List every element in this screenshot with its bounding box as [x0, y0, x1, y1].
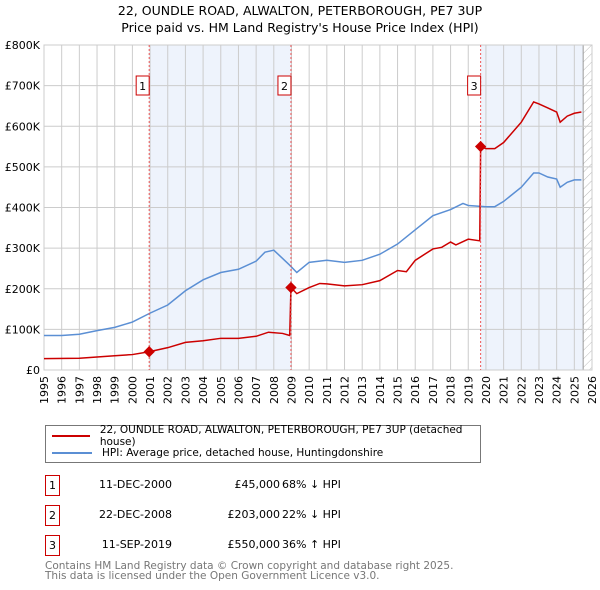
sale-point [143, 346, 155, 358]
x-tick-label: 2023 [533, 376, 546, 404]
sale-row: 2 22-DEC-2008 £203,000 22% ↓ HPI [45, 505, 545, 526]
x-tick-label: 2016 [409, 376, 422, 404]
x-tick-label: 2003 [179, 376, 192, 404]
sale-price: £45,000 [234, 478, 281, 491]
legend-item-property: 22, OUNDLE ROAD, ALWALTON, PETERBOROUGH,… [46, 424, 480, 448]
x-tick-label: 2001 [144, 376, 157, 404]
blue-line-swatch [52, 452, 92, 454]
chart-subtitle: Price paid vs. HM Land Registry's House … [121, 20, 479, 35]
series-line [44, 172, 582, 337]
sale-badge: 2 [45, 505, 60, 526]
x-tick-label: 2011 [321, 376, 334, 404]
footer-line: This data is licensed under the Open Gov… [45, 570, 380, 582]
legend: 22, OUNDLE ROAD, ALWALTON, PETERBOROUGH,… [45, 424, 481, 463]
footer: Contains HM Land Registry data © Crown c… [45, 560, 454, 582]
y-tick-label: £800K [5, 39, 41, 52]
x-tick-label: 2006 [232, 376, 245, 404]
x-tick-label: 2020 [480, 376, 493, 404]
sale-date: 11-SEP-2019 [101, 538, 172, 551]
chart-title: 22, OUNDLE ROAD, ALWALTON, PETERBOROUGH,… [117, 3, 483, 18]
x-tick-label: 2009 [285, 376, 298, 404]
sale-row: 3 11-SEP-2019 £550,000 36% ↑ HPI [45, 535, 545, 556]
footer-line: Contains HM Land Registry data © Crown c… [45, 560, 454, 572]
sale-price: £550,000 [227, 538, 281, 551]
sale-row: 1 11-DEC-2000 £45,000 68% ↓ HPI [45, 475, 545, 496]
x-tick-label: 1995 [38, 376, 51, 404]
x-tick-label: 1999 [109, 376, 122, 404]
y-tick-label: £0 [26, 364, 40, 377]
x-tick-label: 2007 [250, 376, 263, 404]
legend-item-hpi: HPI: Average price, detached house, Hunt… [46, 445, 383, 461]
y-tick-label: £600K [5, 120, 41, 133]
y-tick-label: £500K [5, 161, 41, 174]
sale-badge-label: 2 [281, 80, 288, 93]
y-tick-label: £400K [5, 202, 41, 215]
sale-point [285, 281, 297, 294]
x-tick-label: 2026 [586, 376, 599, 404]
x-tick-label: 2019 [462, 376, 475, 404]
x-tick-label: 2010 [303, 376, 316, 404]
sale-badge [277, 75, 292, 96]
x-tick-label: 2022 [515, 376, 528, 404]
x-tick-label: 2013 [356, 376, 369, 404]
price-chart: 1995 1996 1997 1998 1999 2000 2001 2002 2003 2004… [5, 39, 599, 404]
sale-hpi-diff: 68% ↓ HPI [282, 478, 341, 491]
sale-badge: 1 [45, 475, 60, 496]
x-tick-label: 2017 [427, 376, 440, 404]
x-tick-label: 2008 [268, 376, 281, 404]
legend-label: 22, OUNDLE ROAD, ALWALTON, PETERBOROUGH,… [99, 424, 463, 448]
sale-date: 11-DEC-2000 [98, 478, 172, 491]
x-tick-label: 2004 [197, 376, 210, 404]
x-tick-label: 2000 [126, 376, 139, 404]
plot-border [43, 44, 593, 371]
sale-badge [467, 75, 482, 96]
x-tick-label: 2012 [339, 376, 352, 404]
y-tick-label: £300K [5, 242, 41, 255]
sale-date: 22-DEC-2008 [98, 508, 172, 521]
sale-hpi-diff: 36% ↑ HPI [282, 538, 341, 551]
x-tick-label: 1996 [56, 376, 69, 404]
x-tick-label: 2018 [445, 376, 458, 404]
y-tick-label: £200K [5, 283, 41, 296]
x-tick-label: 2021 [498, 376, 511, 404]
sale-badge [135, 75, 150, 96]
x-tick-label: 1998 [91, 376, 104, 404]
y-tick-label: £100K [5, 323, 41, 336]
x-tick-label: 2002 [162, 376, 175, 404]
sale-badge: 3 [45, 535, 60, 556]
sale-point [474, 140, 487, 153]
y-tick-label: £700K [5, 80, 41, 93]
x-tick-label: 2025 [568, 376, 581, 404]
sale-hpi-diff: 22% ↓ HPI [282, 508, 341, 521]
series-line [43, 100, 582, 360]
sale-badge-label: 3 [471, 80, 478, 93]
x-tick-label: 1997 [73, 376, 86, 404]
x-tick-label: 2024 [551, 376, 564, 404]
sale-price: £203,000 [227, 508, 281, 521]
x-tick-label: 2005 [215, 376, 228, 404]
x-tick-label: 2014 [374, 376, 387, 404]
legend-label: HPI: Average price, detached house, Hunt… [102, 447, 384, 459]
x-tick-label: 2015 [392, 376, 405, 404]
sale-badge-label: 1 [139, 80, 146, 93]
red-line-swatch [52, 435, 90, 437]
